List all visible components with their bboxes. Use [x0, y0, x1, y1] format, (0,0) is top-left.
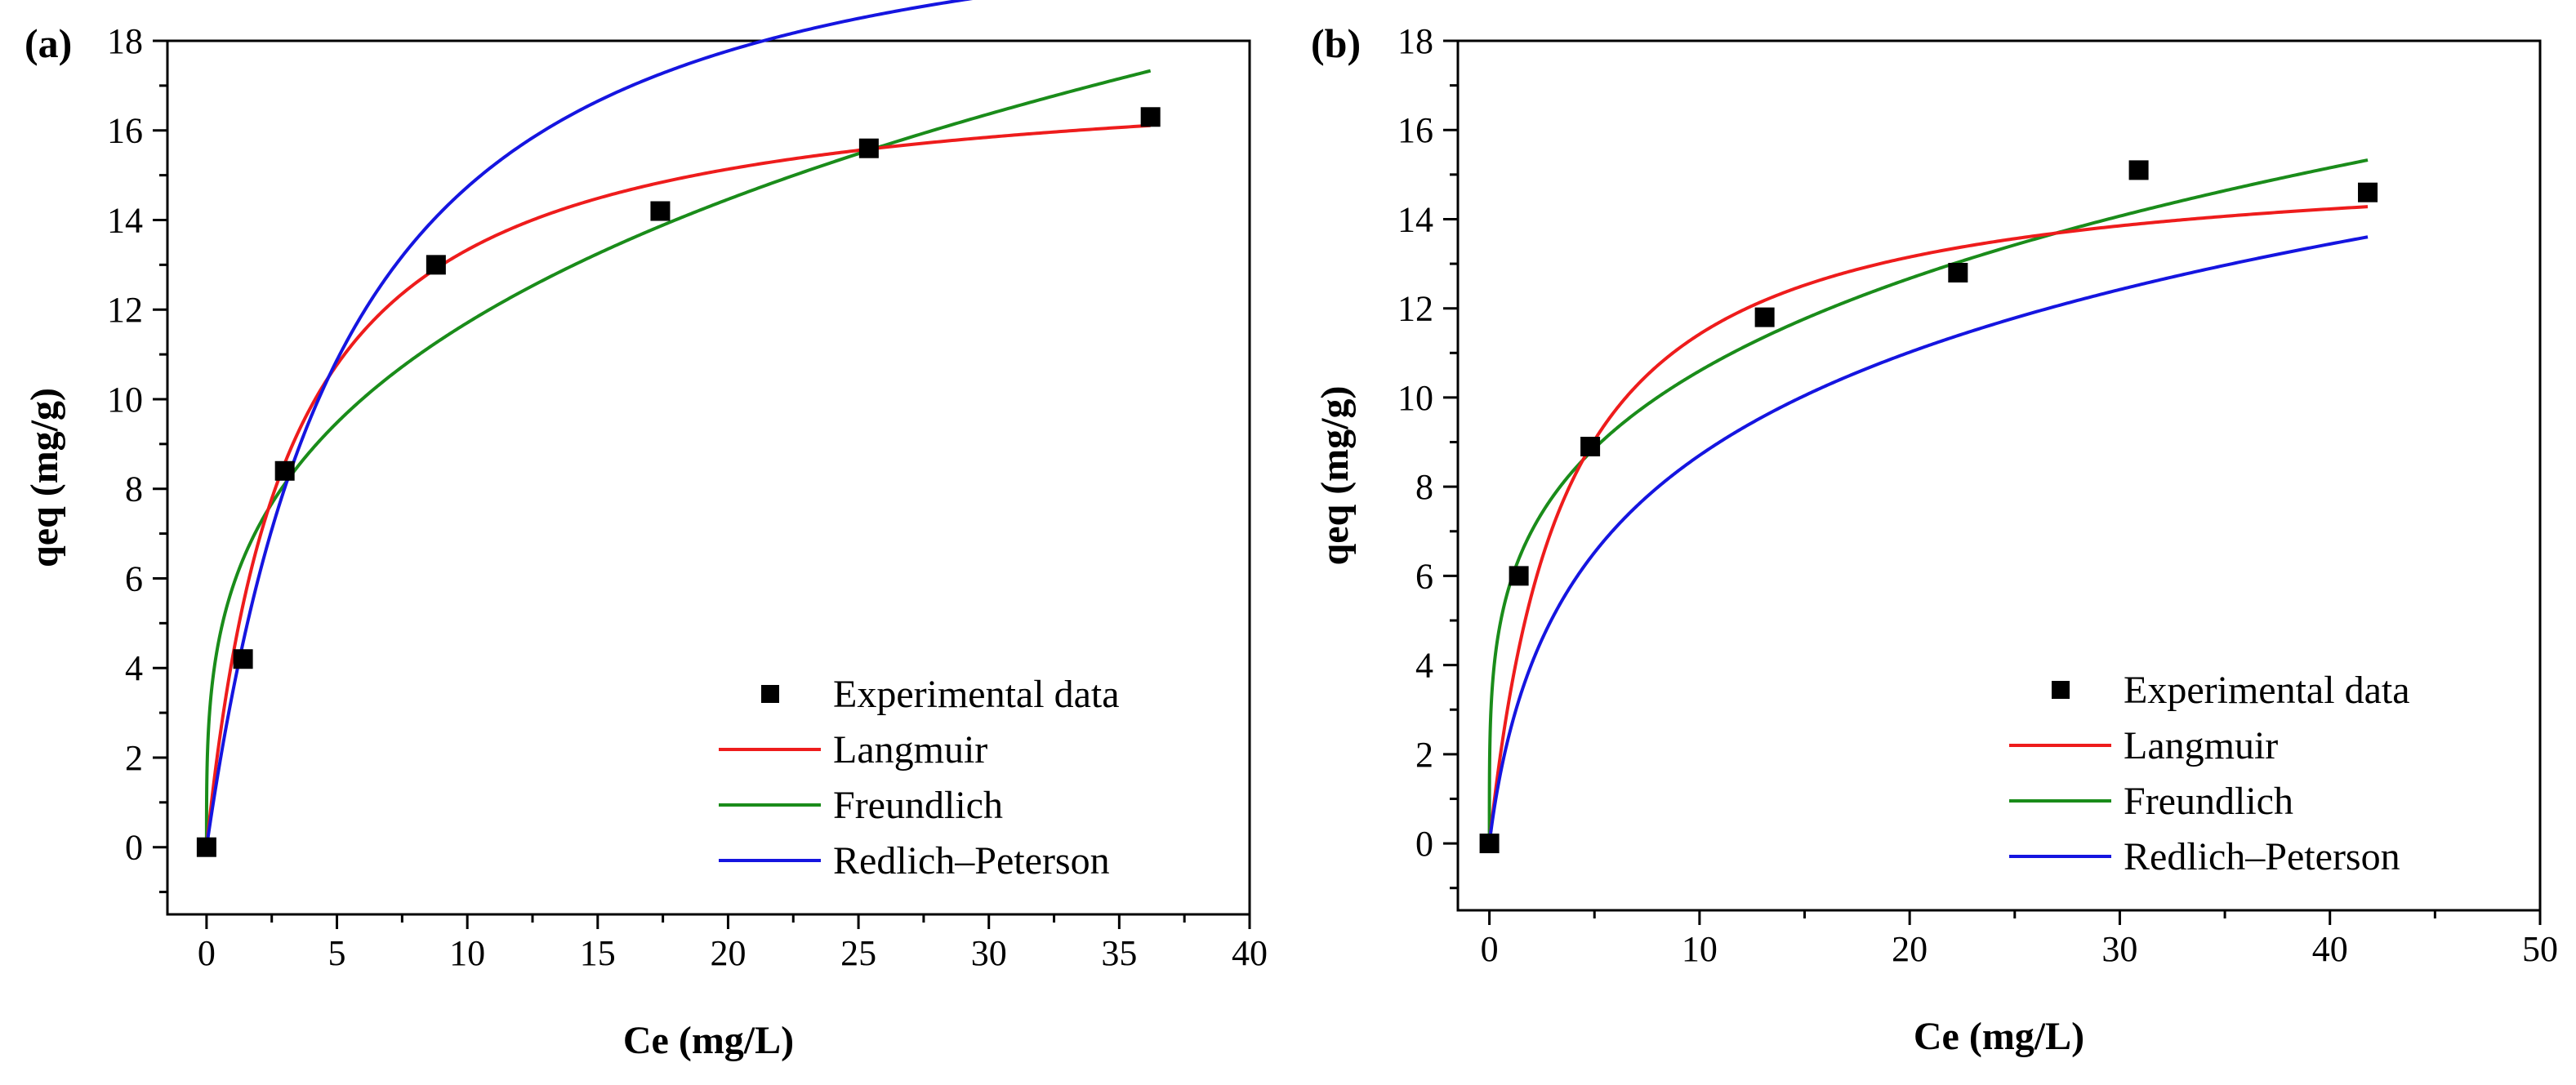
y-tick-label: 4: [1415, 646, 1433, 686]
panel-a-plot-area: [166, 39, 1251, 916]
y-tick-label: 12: [1397, 289, 1433, 329]
y-tick-label: 0: [125, 828, 143, 868]
experimental-point: [233, 649, 253, 669]
experimental-point: [650, 201, 671, 221]
panel-b-x-axis-title: Ce (mg/L): [1914, 1015, 2084, 1058]
x-tick-label: 30: [2101, 929, 2137, 969]
panel-a-legend: Experimental data Langmuir Freundlich Re…: [719, 673, 1120, 883]
x-tick-label: 0: [198, 933, 216, 973]
panel-a: (a) 0 5 10 15 20 25 30 35 40 0 2 4 6 8 10 12 14 16 18 Ce …: [23, 0, 1268, 1062]
legend-marker-experimental: [2052, 681, 2070, 699]
x-tick-label: 40: [1232, 933, 1268, 973]
x-tick-label: 10: [449, 933, 485, 973]
y-tick-label: 10: [107, 380, 143, 420]
y-tick-label: 2: [1415, 735, 1433, 775]
redlich-curve: [1487, 235, 2369, 844]
experimental-point: [426, 255, 446, 275]
experimental-point: [196, 837, 216, 857]
y-tick-label: 14: [107, 200, 143, 240]
legend-label-langmuir: Langmuir: [2124, 724, 2278, 767]
legend-label-freundlich: Freundlich: [833, 784, 1003, 827]
y-tick-label: 6: [125, 558, 143, 598]
x-tick-label: 40: [2312, 929, 2348, 969]
panel-b: (b) 0 10 20 30 40 50 0 2 4 6 8 10 12 14 16 18 Ce (mg/L…: [1311, 20, 2558, 1058]
x-tick-label: 35: [1101, 933, 1137, 973]
y-tick-label: 10: [1397, 378, 1433, 418]
legend-label-experimental: Experimental data: [833, 673, 1120, 716]
experimental-point: [1479, 834, 1500, 854]
experimental-point: [858, 138, 879, 158]
panel-b-legend: Experimental data Langmuir Freundlich Re…: [2009, 669, 2410, 878]
x-tick-label: 10: [1682, 929, 1718, 969]
experimental-point: [1140, 107, 1161, 127]
freundlich-curve: [1487, 158, 2369, 844]
x-tick-label: 50: [2522, 929, 2558, 969]
x-tick-label: 5: [328, 933, 346, 973]
y-tick-label: 16: [1397, 110, 1433, 150]
y-tick-label: 18: [1397, 21, 1433, 61]
experimental-point: [2358, 182, 2378, 202]
experimental-point: [1509, 566, 1529, 586]
panel-b-model-curves: [1487, 158, 2369, 844]
redlich-curve: [204, 0, 974, 848]
x-tick-label: 30: [971, 933, 1007, 973]
experimental-point: [1754, 307, 1775, 327]
x-tick-label: 15: [580, 933, 616, 973]
panel-a-y-axis-title: qeq (mg/g): [23, 388, 66, 567]
panel-b-label: (b): [1311, 20, 1361, 66]
y-tick-label: 0: [1415, 824, 1433, 864]
legend-label-freundlich: Freundlich: [2124, 780, 2293, 823]
y-tick-label: 4: [125, 648, 143, 688]
legend-label-experimental: Experimental data: [2124, 669, 2410, 712]
experimental-point: [2128, 160, 2149, 180]
x-tick-label: 20: [710, 933, 746, 973]
x-tick-label: 0: [1481, 929, 1499, 969]
experimental-point: [274, 460, 295, 481]
y-tick-label: 16: [107, 111, 143, 151]
legend-label-redlich-peterson: Redlich–Peterson: [833, 839, 1110, 883]
x-tick-label: 25: [840, 933, 876, 973]
panel-a-experimental-points: [196, 107, 1161, 857]
langmuir-curve: [1487, 205, 2369, 844]
legend-label-redlich-peterson: Redlich–Peterson: [2124, 835, 2400, 878]
y-tick-label: 18: [107, 21, 143, 61]
panel-b-x-axis: 0 10 20 30 40 50: [1481, 910, 2558, 969]
y-tick-label: 6: [1415, 556, 1433, 596]
panel-b-experimental-points: [1479, 160, 2378, 854]
y-tick-label: 8: [125, 469, 143, 509]
legend-marker-experimental: [761, 685, 779, 703]
x-tick-label: 20: [1892, 929, 1928, 969]
legend-label-langmuir: Langmuir: [833, 728, 987, 772]
freundlich-curve: [204, 69, 1152, 847]
experimental-point: [1948, 263, 1968, 282]
y-tick-label: 14: [1397, 199, 1433, 239]
panel-a-model-curves: [204, 0, 1152, 848]
panel-a-x-axis: 0 5 10 15 20 25 30 35 40: [198, 914, 1268, 973]
panel-a-label: (a): [25, 20, 72, 66]
panel-a-x-axis-title: Ce (mg/L): [623, 1019, 794, 1062]
y-tick-label: 12: [107, 290, 143, 330]
panel-b-y-axis-title: qeq (mg/g): [1313, 386, 1357, 566]
panel-b-plot-area: [1456, 39, 2542, 912]
experimental-point: [1580, 437, 1601, 456]
panel-b-y-axis: 0 2 4 6 8 10 12 14 16 18: [1397, 21, 1458, 890]
y-tick-label: 2: [125, 738, 143, 778]
y-tick-label: 8: [1415, 467, 1433, 507]
langmuir-curve: [204, 123, 1151, 848]
panel-a-y-axis: 0 2 4 6 8 10 12 14 16 18: [107, 21, 167, 894]
